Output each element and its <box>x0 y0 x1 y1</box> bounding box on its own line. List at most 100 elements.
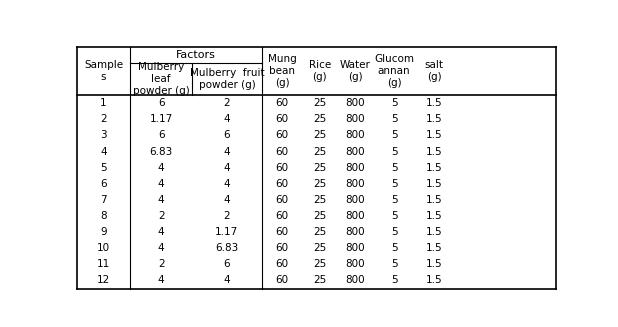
Text: 25: 25 <box>313 179 326 189</box>
Text: Glucom
annan
(g): Glucom annan (g) <box>374 54 414 88</box>
Text: 60: 60 <box>276 259 289 269</box>
Text: 4: 4 <box>224 195 231 205</box>
Text: 25: 25 <box>313 211 326 221</box>
Text: 25: 25 <box>313 98 326 108</box>
Text: 25: 25 <box>313 163 326 173</box>
Text: 1.5: 1.5 <box>426 195 442 205</box>
Text: Mung
bean
(g): Mung bean (g) <box>268 54 297 88</box>
Text: 1.5: 1.5 <box>426 227 442 237</box>
Text: 5: 5 <box>391 98 397 108</box>
Text: 12: 12 <box>97 275 110 285</box>
Text: Water
(g): Water (g) <box>340 60 371 82</box>
Text: 60: 60 <box>276 275 289 285</box>
Text: 10: 10 <box>97 243 110 253</box>
Text: 1.5: 1.5 <box>426 243 442 253</box>
Text: 60: 60 <box>276 98 289 108</box>
Text: 800: 800 <box>345 146 365 157</box>
Text: 800: 800 <box>345 259 365 269</box>
Text: 4: 4 <box>224 163 231 173</box>
Text: 1.5: 1.5 <box>426 275 442 285</box>
Text: Rice
(g): Rice (g) <box>309 60 331 82</box>
Text: 6.83: 6.83 <box>215 243 239 253</box>
Text: 60: 60 <box>276 243 289 253</box>
Text: 5: 5 <box>391 259 397 269</box>
Text: 25: 25 <box>313 243 326 253</box>
Text: 5: 5 <box>391 163 397 173</box>
Text: 25: 25 <box>313 275 326 285</box>
Text: 8: 8 <box>100 211 107 221</box>
Text: 800: 800 <box>345 243 365 253</box>
Text: 2: 2 <box>224 211 231 221</box>
Text: 25: 25 <box>313 114 326 124</box>
Text: 2: 2 <box>158 211 164 221</box>
Text: 1.5: 1.5 <box>426 114 442 124</box>
Text: 6.83: 6.83 <box>150 146 172 157</box>
Text: 800: 800 <box>345 163 365 173</box>
Text: 800: 800 <box>345 130 365 140</box>
Text: 6: 6 <box>224 259 231 269</box>
Text: 4: 4 <box>158 163 164 173</box>
Text: 4: 4 <box>224 114 231 124</box>
Text: 1.17: 1.17 <box>215 227 239 237</box>
Text: salt
(g): salt (g) <box>425 60 444 82</box>
Text: 11: 11 <box>97 259 110 269</box>
Text: 4: 4 <box>224 179 231 189</box>
Text: 1.5: 1.5 <box>426 98 442 108</box>
Text: 5: 5 <box>391 114 397 124</box>
Text: 25: 25 <box>313 195 326 205</box>
Text: 25: 25 <box>313 146 326 157</box>
Text: 5: 5 <box>391 275 397 285</box>
Text: 6: 6 <box>158 130 164 140</box>
Text: 800: 800 <box>345 195 365 205</box>
Text: 60: 60 <box>276 114 289 124</box>
Text: 4: 4 <box>158 243 164 253</box>
Text: 2: 2 <box>100 114 107 124</box>
Text: 5: 5 <box>391 211 397 221</box>
Text: 25: 25 <box>313 130 326 140</box>
Text: 800: 800 <box>345 227 365 237</box>
Text: 60: 60 <box>276 163 289 173</box>
Text: 800: 800 <box>345 114 365 124</box>
Text: 6: 6 <box>224 130 231 140</box>
Text: 2: 2 <box>158 259 164 269</box>
Text: Factors: Factors <box>176 50 216 60</box>
Text: 800: 800 <box>345 275 365 285</box>
Text: 1.5: 1.5 <box>426 130 442 140</box>
Text: 1.5: 1.5 <box>426 179 442 189</box>
Text: Mulberry  fruit
powder (g): Mulberry fruit powder (g) <box>190 68 265 90</box>
Text: 5: 5 <box>391 130 397 140</box>
Text: 5: 5 <box>391 179 397 189</box>
Text: 1.17: 1.17 <box>150 114 172 124</box>
Text: 60: 60 <box>276 146 289 157</box>
Text: Sample
s: Sample s <box>84 60 123 82</box>
Text: 5: 5 <box>391 146 397 157</box>
Text: 3: 3 <box>100 130 107 140</box>
Text: 60: 60 <box>276 179 289 189</box>
Text: 5: 5 <box>391 227 397 237</box>
Text: 1.5: 1.5 <box>426 146 442 157</box>
Text: Mulberry
leaf
powder (g): Mulberry leaf powder (g) <box>133 62 190 95</box>
Text: 1.5: 1.5 <box>426 211 442 221</box>
Text: 1.5: 1.5 <box>426 259 442 269</box>
Text: 5: 5 <box>100 163 107 173</box>
Text: 800: 800 <box>345 211 365 221</box>
Text: 7: 7 <box>100 195 107 205</box>
Text: 6: 6 <box>100 179 107 189</box>
Text: 4: 4 <box>100 146 107 157</box>
Text: 1.5: 1.5 <box>426 163 442 173</box>
Text: 60: 60 <box>276 227 289 237</box>
Text: 25: 25 <box>313 227 326 237</box>
Text: 4: 4 <box>158 195 164 205</box>
Text: 4: 4 <box>158 179 164 189</box>
Text: 2: 2 <box>224 98 231 108</box>
Text: 25: 25 <box>313 259 326 269</box>
Text: 60: 60 <box>276 211 289 221</box>
Text: 6: 6 <box>158 98 164 108</box>
Text: 4: 4 <box>224 275 231 285</box>
Text: 5: 5 <box>391 195 397 205</box>
Text: 60: 60 <box>276 195 289 205</box>
Text: 60: 60 <box>276 130 289 140</box>
Text: 5: 5 <box>391 243 397 253</box>
Text: 800: 800 <box>345 179 365 189</box>
Text: 4: 4 <box>158 275 164 285</box>
